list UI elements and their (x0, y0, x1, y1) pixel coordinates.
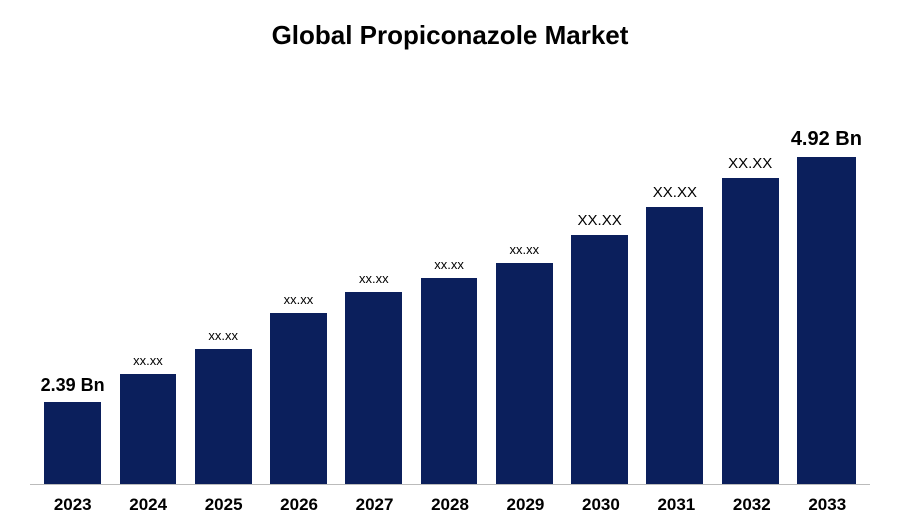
bar-value-label: xx.xx (208, 328, 238, 343)
x-axis-tick: 2027 (340, 495, 409, 515)
bar-group: 4.92 Bn (791, 76, 862, 484)
x-axis-tick: 2024 (113, 495, 182, 515)
x-axis-tick: 2030 (566, 495, 635, 515)
bar-value-label: XX.XX (578, 212, 622, 229)
x-axis-tick: 2026 (264, 495, 333, 515)
bar-group: XX.XX (565, 76, 634, 484)
bar (120, 374, 177, 484)
bar (44, 402, 101, 484)
bar (571, 235, 628, 484)
bar (421, 278, 478, 484)
x-axis-tick: 2029 (491, 495, 560, 515)
x-axis-tick: 2023 (38, 495, 107, 515)
bar-value-label: xx.xx (434, 257, 464, 272)
bar (797, 157, 855, 484)
x-axis-tick: 2025 (189, 495, 258, 515)
x-axis-tick: 2031 (642, 495, 711, 515)
x-axis-tick: 2028 (415, 495, 484, 515)
bar-group: xx.xx (113, 76, 182, 484)
bar-group: XX.XX (640, 76, 709, 484)
bars-area: 2.39 Bn xx.xx xx.xx xx.xx xx.xx xx.xx xx.xx XX.… (30, 76, 870, 485)
bar (270, 313, 327, 484)
chart-title: Global Propiconazole Market (30, 20, 870, 51)
bar (646, 207, 703, 484)
bar-value-label: xx.xx (284, 292, 314, 307)
bar-value-label: XX.XX (728, 155, 772, 172)
bar-group: xx.xx (189, 76, 258, 484)
x-axis-tick: 2033 (793, 495, 862, 515)
bar-group: xx.xx (339, 76, 408, 484)
chart-area: 2.39 Bn xx.xx xx.xx xx.xx xx.xx xx.xx xx.xx XX.… (30, 76, 870, 515)
bar (345, 292, 402, 484)
bar-group: 2.39 Bn (38, 76, 107, 484)
bar-group: xx.xx (414, 76, 483, 484)
bar-group: XX.XX (716, 76, 785, 484)
bar (195, 349, 252, 484)
bar-value-label: 4.92 Bn (791, 128, 862, 151)
bar-value-label: XX.XX (653, 184, 697, 201)
bar (496, 263, 553, 484)
x-axis-tick: 2032 (717, 495, 786, 515)
bar-group: xx.xx (490, 76, 559, 484)
bar-value-label: xx.xx (510, 242, 540, 257)
bar-value-label: 2.39 Bn (41, 375, 105, 396)
bar-value-label: xx.xx (359, 271, 389, 286)
bar-value-label: xx.xx (133, 353, 163, 368)
bar-group: xx.xx (264, 76, 333, 484)
bar (722, 178, 779, 484)
x-axis: 2023 2024 2025 2026 2027 2028 2029 2030 2031 2032… (30, 485, 870, 515)
